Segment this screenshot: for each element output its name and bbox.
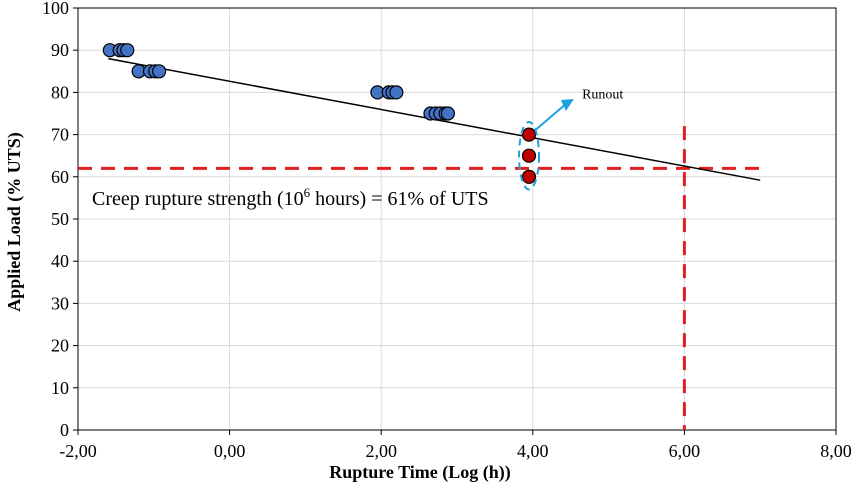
y-tick-label: 30 [51, 293, 69, 313]
y-tick-label: 100 [42, 0, 69, 18]
y-tick-label: 60 [51, 167, 69, 187]
runout-arrow-head [560, 98, 574, 111]
data-point-runout [521, 127, 537, 142]
grid-lines [78, 8, 836, 430]
y-tick-label: 90 [51, 40, 69, 60]
data-point-runout [521, 169, 537, 184]
runout-annotation: Runout [518, 88, 623, 191]
data-points [102, 43, 537, 184]
data-point-blue [440, 106, 456, 121]
y-tick-labels: 0 10 20 30 40 50 60 70 80 90 100 [42, 0, 69, 440]
creep-strength-annotation: Creep rupture strength (106 hours) = 61%… [92, 185, 489, 210]
data-point-blue [389, 85, 404, 100]
creep-strength-prefix: Creep rupture strength (10 [92, 188, 304, 210]
y-tick-label: 50 [51, 209, 69, 229]
runout-ellipse [518, 120, 541, 191]
runout-arrow-line [534, 102, 568, 132]
y-tick-label: 80 [51, 82, 69, 102]
y-tick-label: 40 [51, 251, 69, 271]
x-axis-title: Rupture Time (Log (h)) [329, 462, 511, 483]
x-tick-label: 8,00 [820, 441, 852, 461]
runout-label: Runout [582, 88, 623, 103]
x-tick-label: 0,00 [214, 441, 246, 461]
y-tick-label: 10 [51, 378, 69, 398]
y-axis-title: Applied Load (% UTS) [4, 132, 25, 312]
data-point-blue [120, 43, 135, 58]
x-tick-label: -2,00 [59, 441, 97, 461]
y-tick-label: 20 [51, 336, 69, 356]
x-tick-labels: -2,00 0,00 2,00 4,00 6,00 8,00 [59, 441, 852, 461]
creep-strength-exponent: 6 [304, 185, 311, 200]
x-tick-label: 2,00 [365, 441, 397, 461]
x-tick-label: 6,00 [669, 441, 701, 461]
reference-lines [78, 126, 761, 430]
data-point-blue [152, 64, 167, 79]
creep-strength-suffix: hours) = 61% of UTS [310, 188, 489, 210]
y-tick-label: 70 [51, 125, 69, 145]
x-tick-label: 4,00 [517, 441, 549, 461]
plot-frame [73, 7, 837, 435]
data-point-runout [521, 148, 537, 163]
y-tick-label: 0 [60, 420, 69, 440]
